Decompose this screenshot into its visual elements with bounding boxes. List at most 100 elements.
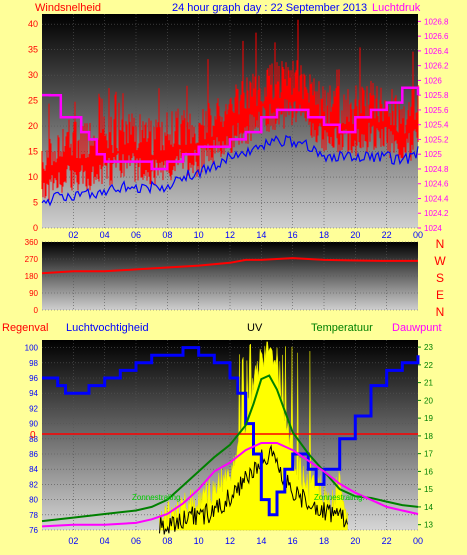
humidity-left-tick: 78 [29, 511, 38, 520]
humidity-x-tick: 22 [382, 536, 392, 546]
humidity-left-axis: 76 78 80 82 84 86 88 90 92 94 96 98 100 [25, 344, 39, 535]
wind-left-title: Windsnelheid [35, 2, 101, 14]
temperature-tick-label: 16 [424, 467, 433, 476]
legend-regenval: Regenval [2, 322, 48, 334]
legend-dauwpunt: Dauwpunt [392, 322, 442, 334]
humidity-left-tick: 76 [29, 526, 38, 535]
wind-x-tick: 08 [162, 230, 172, 240]
direction-left-tick: 0 [34, 306, 39, 315]
wind-average-series [41, 134, 419, 207]
humidity-left-tick: 88 [29, 435, 38, 444]
humidity-series [41, 341, 420, 535]
wind-left-tick: 25 [28, 96, 38, 106]
humidity-x-tick: 02 [68, 536, 78, 546]
humidity-x-axis: 02 04 06 08 10 12 14 16 18 20 22 00 [68, 536, 423, 546]
wind-x-tick: 04 [100, 230, 110, 240]
humidity-x-tick: 06 [131, 536, 141, 546]
wind-left-tick: 0 [33, 223, 38, 233]
direction-compass-label: W [434, 254, 446, 268]
temperature-tick-label: 15 [424, 485, 433, 494]
solar-radiation-series [159, 444, 348, 535]
direction-left-axis: 0 90 180 270 360 [25, 238, 39, 315]
humidity-x-tick: 08 [162, 536, 172, 546]
wind-x-tick: 12 [225, 230, 235, 240]
humidity-series [42, 346, 420, 517]
pressure-tick-label: 1026 [424, 76, 442, 85]
pressure-tick-label: 1025 [424, 150, 442, 159]
temperature-tick-label: 13 [424, 521, 433, 530]
direction-left-tick: 90 [29, 289, 38, 298]
wind-x-tick: 22 [382, 230, 392, 240]
humidity-x-tick: 18 [319, 536, 329, 546]
wind-x-tick: 16 [288, 230, 298, 240]
wind-left-tick: 30 [28, 70, 38, 80]
legend-luchtvochtigheid: Luchtvochtigheid [66, 322, 149, 334]
temperature-tick-label: 23 [424, 343, 433, 352]
direction-compass-label: S [436, 271, 444, 285]
legend-temperatuur: Temperatuur [311, 322, 373, 334]
wind-right-title: Luchtdruk [372, 2, 421, 14]
humidity-left-tick: 86 [29, 450, 38, 459]
humidity-x-tick: 10 [194, 536, 204, 546]
pressure-tick-label: 1026.4 [424, 47, 449, 56]
pressure-tick-label: 1026.2 [424, 62, 449, 71]
pressure-series [42, 86, 420, 171]
direction-grid [42, 241, 418, 311]
pressure-tick-label: 1024.8 [424, 165, 449, 174]
rain-zero-label: 0 [30, 430, 36, 441]
pressure-tick-label: 1025.6 [424, 106, 449, 115]
wind-x-tick: 20 [350, 230, 360, 240]
temperature-tick-label: 18 [424, 432, 433, 441]
wind-left-tick: 10 [28, 172, 38, 182]
direction-compass-label: E [436, 288, 444, 302]
wind-left-tick: 5 [33, 198, 38, 208]
temperature-right-axis: 13 14 15 16 17 18 19 20 21 22 23 [418, 343, 433, 530]
humidity-left-tick: 90 [29, 420, 38, 429]
pressure-tick-label: 1026.8 [424, 17, 449, 26]
pressure-tick-label: 1025.8 [424, 91, 449, 100]
wind-x-tick: 10 [194, 230, 204, 240]
temperature-tick-label: 20 [424, 396, 433, 405]
wind-left-tick: 20 [28, 121, 38, 131]
pressure-tick-label: 1024 [424, 224, 442, 233]
pressure-tick-label: 1025.2 [424, 135, 449, 144]
direction-series-line [41, 257, 418, 275]
wind-x-tick: 06 [131, 230, 141, 240]
direction-compass-label: N [436, 305, 445, 319]
humidity-left-tick: 100 [25, 344, 39, 353]
wind-x-axis: 02 04 06 08 10 12 14 16 18 20 22 00 [68, 230, 423, 240]
pressure-tick-label: 1024.4 [424, 194, 449, 203]
humidity-left-tick: 96 [29, 374, 38, 383]
pressure-right-axis: 1024 1024.2 1024.4 1024.6 1024.8 1025 1025.2 10… [418, 17, 449, 233]
temperature-tick-label: 14 [424, 503, 433, 512]
direction-left-tick: 270 [25, 255, 39, 264]
direction-series [41, 257, 418, 275]
pressure-tick-label: 1024.6 [424, 180, 449, 189]
direction-compass-label: N [436, 237, 445, 251]
humidity-x-tick: 14 [256, 536, 266, 546]
humidity-x-tick: 04 [100, 536, 110, 546]
humidity-x-tick: 20 [350, 536, 360, 546]
temperature-series [41, 374, 419, 523]
humidity-left-tick: 80 [29, 496, 38, 505]
direction-left-tick: 360 [25, 238, 39, 247]
pressure-tick-label: 1024.2 [424, 209, 449, 218]
wind-left-tick: 15 [28, 147, 38, 157]
wind-left-tick: 35 [28, 45, 38, 55]
pressure-tick-label: 1025.4 [424, 121, 449, 130]
humidity-left-tick: 92 [29, 404, 38, 413]
humidity-x-tick: 00 [413, 536, 423, 546]
pressure-tick-label: 1026.6 [424, 32, 449, 41]
graph-title: 24 hour graph day : 22 September 2013 [172, 2, 367, 14]
humidity-x-tick: 16 [288, 536, 298, 546]
humidity-left-tick: 84 [29, 465, 38, 474]
legend-uv: UV [247, 322, 263, 334]
wind-x-tick: 14 [256, 230, 266, 240]
dewpoint-series [41, 442, 419, 528]
humidity-left-tick: 82 [29, 480, 38, 489]
humidity-left-tick: 94 [29, 389, 38, 398]
